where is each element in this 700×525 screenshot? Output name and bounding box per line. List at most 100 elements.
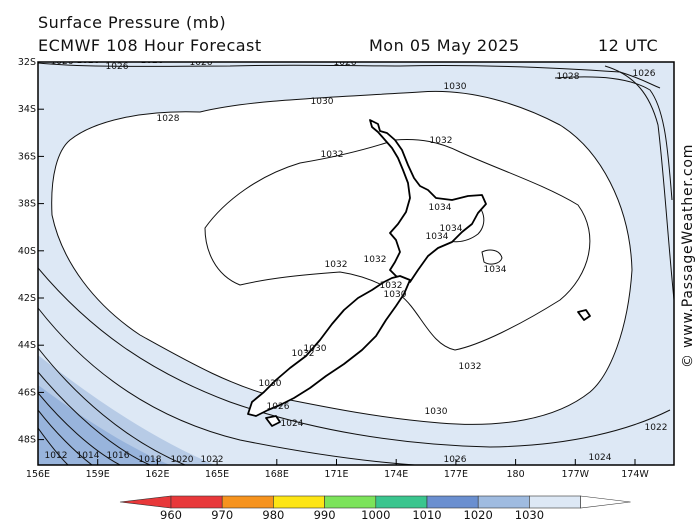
legend-low-arrow [119,495,172,509]
isobar-label: 1032 [364,255,387,265]
legend-value: 990 [314,508,336,522]
lat-label: 32S [18,57,36,68]
legend-value: 1020 [464,508,493,522]
lat-label: 34S [18,104,36,115]
lon-label: 174E [384,469,408,480]
isobar-label: 1026 [334,58,357,68]
lon-label: 177E [444,469,468,480]
lon-label: 165E [205,469,229,480]
lon-label: 180 [507,469,525,480]
legend-swatch [221,495,274,509]
isobar-label: 1026 [141,56,164,66]
lon-label: 177W [562,469,590,480]
legend-value: 1030 [515,508,544,522]
isobar-label: 1028 [157,114,180,124]
isobar-1032 [204,139,591,351]
isobar-label: 1016 [107,451,130,461]
legend-value: 980 [262,508,284,522]
isobar-label: 1024 [281,419,304,429]
isobar-label: 1026 [633,69,656,79]
isobar-label: 1014 [77,451,100,461]
isobar-1022 [38,307,422,465]
forecast-model: ECMWF 108 Hour Forecast [38,36,262,55]
legend-swatch [273,495,325,509]
isobar-label: 1020 [171,455,194,465]
isobar-1024 [38,267,671,448]
isobar-label: 1030 [304,344,327,354]
north-island [369,119,487,283]
lat-label: 40S [18,246,36,257]
lat-label: 38S [18,199,36,210]
isobar-label: 1030 [259,379,282,389]
lon-label: 162E [145,469,169,480]
chatham-islands [577,309,591,321]
legend-value: 970 [211,508,233,522]
isobar-label: 1018 [139,455,162,465]
legend-swatch [324,495,377,509]
isobar-label: 1024 [589,453,612,463]
legend-swatch [477,495,530,509]
isobar-label: 1034 [429,203,452,213]
lat-label: 44S [18,340,36,351]
isobar-1030 [51,90,633,425]
isobar-label: 1026 [444,455,467,465]
legend-value: 1010 [412,508,441,522]
legend-high-arrow [580,495,631,509]
isobar-1012 [38,427,69,465]
isobar-label: 1022 [645,423,668,433]
lat-label: 46S [18,387,36,398]
lat-label: 36S [18,151,36,162]
isobar-label: 1034 [440,224,463,234]
isobar-label: 1030 [311,97,334,107]
isobar-1018 [38,371,151,465]
isobar-label: 1028 [557,72,580,82]
isobar-1034-b [481,249,503,265]
isobar-1026-east [604,65,674,301]
isobar-label: 1026 [106,62,129,72]
isobar-label: 1026 [77,56,100,66]
legend-swatch [170,495,223,509]
isobar-1016 [38,392,121,465]
forecast-date: Mon 05 May 2025 [369,36,520,55]
pressure-band-1010 [38,385,170,465]
isobar-label: 1034 [426,232,449,242]
isobar-label: 1030 [444,82,467,92]
isobar-1028-north [554,76,673,201]
isobar-label: 1022 [201,455,224,465]
isobar-label: 1034 [484,265,507,275]
isobar-label: 1032 [325,260,348,270]
chart-title: Surface Pressure (mb) [38,13,227,32]
isobar-label: 1032 [321,150,344,160]
lon-label: 156E [26,469,50,480]
map-frame [37,61,675,466]
south-island [247,275,411,417]
lon-label: 174W [621,469,649,480]
isobar-label: 1030 [425,407,448,417]
lat-label: 42S [18,293,36,304]
legend-swatch [529,495,581,509]
legend-swatch [375,495,428,509]
isobar-label: 1032 [430,136,453,146]
lon-label: 168E [265,469,289,480]
lon-label: 159E [86,469,110,480]
stewart-island [265,415,281,427]
isobar-label: 1032 [380,281,403,291]
isobar-1020 [38,347,186,465]
forecast-time: 12 UTC [598,36,659,55]
isobar-1014 [38,409,93,465]
isobar-label: 1026 [267,402,290,412]
isobar-label: 1032 [459,362,482,372]
isobar-label: 1030 [384,290,407,300]
isobar-label: 1026 [190,58,213,68]
legend-swatch [426,495,479,509]
lat-label: 48S [18,435,36,446]
lon-label: 171E [324,469,348,480]
legend-value: 1000 [361,508,390,522]
pressure-legend: 960 970 980 990 1000 1010 1020 1030 [119,495,631,522]
pressure-band-1030 [51,91,632,425]
isobar-label: 1032 [292,349,315,359]
isobar-label: 1026 [51,57,74,67]
isobar-label: 1012 [45,451,68,461]
legend-value: 960 [160,508,182,522]
